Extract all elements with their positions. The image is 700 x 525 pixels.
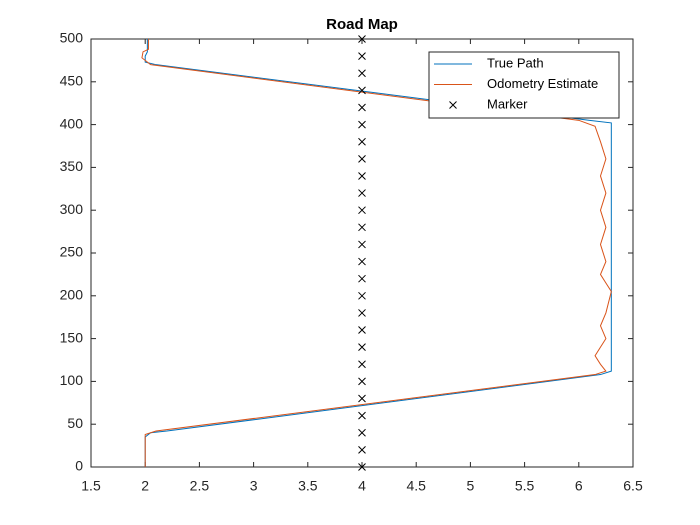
x-tick-label: 5: [467, 478, 475, 494]
marker: [358, 360, 366, 369]
marker: [358, 86, 366, 95]
legend-label: Marker: [487, 96, 528, 111]
marker: [358, 52, 366, 60]
marker: [358, 343, 366, 352]
x-tick-label: 6.5: [623, 478, 643, 494]
marker: [358, 120, 366, 129]
y-tick-label: 0: [75, 458, 83, 474]
x-tick-label: 5.5: [515, 478, 535, 494]
marker: [358, 35, 366, 43]
y-tick-label: 100: [60, 372, 84, 388]
legend-marker: [449, 101, 457, 109]
marker: [358, 189, 366, 197]
x-tick-label: 1.5: [81, 478, 101, 494]
marker: [358, 463, 366, 471]
y-tick-label: 50: [67, 415, 83, 431]
marker: [358, 137, 366, 146]
marker: [358, 223, 366, 232]
marker: [358, 206, 366, 215]
x-tick-label: 4: [358, 478, 366, 494]
marker: [358, 428, 366, 437]
x-tick-label: 3.5: [298, 478, 318, 494]
marker: [358, 394, 366, 403]
y-tick-label: 450: [60, 73, 84, 89]
marker: [358, 326, 366, 334]
marker: [358, 172, 366, 180]
y-tick-label: 250: [60, 244, 84, 260]
x-tick-label: 4.5: [406, 478, 426, 494]
y-tick-label: 150: [60, 329, 84, 345]
marker: [358, 69, 366, 78]
marker: [358, 103, 366, 112]
x-tick-label: 2: [141, 478, 149, 494]
marker: [358, 377, 366, 386]
legend-label: True Path: [487, 55, 544, 70]
y-tick-label: 300: [60, 201, 84, 217]
y-tick-label: 500: [60, 30, 84, 46]
y-tick-label: 350: [60, 158, 84, 174]
marker: [358, 411, 366, 420]
y-tick-label: 200: [60, 287, 84, 303]
marker: [358, 446, 366, 454]
y-tick-label: 400: [60, 115, 84, 131]
marker: [358, 274, 366, 283]
marker: [358, 309, 366, 317]
x-tick-label: 6: [575, 478, 583, 494]
x-tick-label: 2.5: [190, 478, 210, 494]
legend-label: Odometry Estimate: [487, 76, 598, 91]
marker: [358, 240, 366, 249]
marker: [358, 154, 366, 163]
chart-title: Road Map: [326, 16, 398, 33]
marker: [358, 257, 366, 266]
marker: [358, 291, 366, 300]
x-tick-label: 3: [250, 478, 258, 494]
